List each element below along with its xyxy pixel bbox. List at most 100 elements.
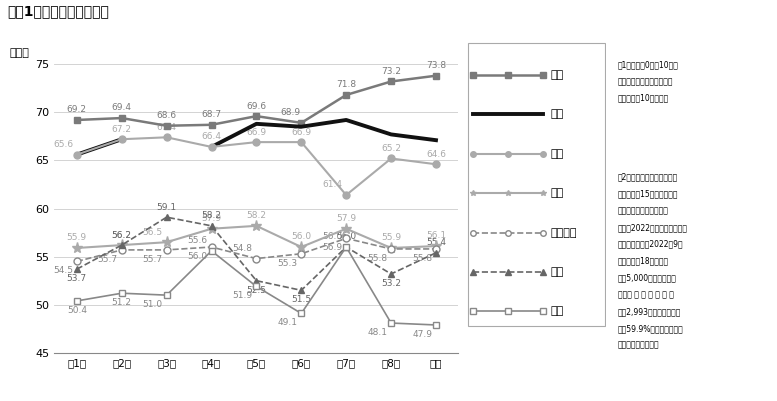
韓国 <box>386 245 395 250</box>
Text: 日本: 日本 <box>550 109 563 119</box>
中国 <box>117 115 127 120</box>
Text: 54.5: 54.5 <box>53 266 73 275</box>
Text: 2,993人（有効回収率: 2,993人（有効回収率 <box>618 307 681 316</box>
Text: 米国: 米国 <box>550 267 563 277</box>
Text: 52.5: 52.5 <box>246 286 267 295</box>
フランス <box>252 256 261 261</box>
中国 <box>297 120 306 125</box>
Line: 韓国: 韓国 <box>71 220 441 253</box>
Text: 53.7: 53.7 <box>67 274 87 283</box>
Text: 68.7: 68.7 <box>201 110 221 119</box>
Text: た。以下同じ。: た。以下同じ。 <box>618 341 660 350</box>
Text: （点）: （点） <box>10 49 30 59</box>
Text: 71.8: 71.8 <box>336 81 357 89</box>
Text: 53.2: 53.2 <box>381 279 401 288</box>
タイ <box>252 140 261 144</box>
Text: 55.9: 55.9 <box>67 233 87 243</box>
Text: 数値を10倍した。: 数値を10倍した。 <box>618 94 669 103</box>
日本 <box>72 152 82 157</box>
中国 <box>386 79 395 84</box>
Text: 58.2: 58.2 <box>201 211 221 220</box>
Text: 73.2: 73.2 <box>381 67 401 76</box>
Text: 56.0: 56.0 <box>291 233 312 241</box>
Line: 英国: 英国 <box>73 243 440 328</box>
Text: 51.2: 51.2 <box>112 298 132 307</box>
Text: 48.1: 48.1 <box>368 328 387 337</box>
Text: 73.8: 73.8 <box>426 61 446 70</box>
Text: 55.8: 55.8 <box>412 254 432 263</box>
Text: 58.2: 58.2 <box>246 211 267 220</box>
Text: 49.1: 49.1 <box>277 318 298 327</box>
Text: 59.1: 59.1 <box>156 203 176 212</box>
フランス <box>386 247 395 251</box>
Text: 68.6: 68.6 <box>156 111 176 120</box>
韓国 <box>297 245 306 249</box>
Text: 56.5: 56.5 <box>143 228 163 237</box>
Text: 56.2: 56.2 <box>112 231 132 239</box>
Line: 日本: 日本 <box>77 139 122 155</box>
Line: タイ: タイ <box>73 134 440 198</box>
Text: 57.9: 57.9 <box>201 214 221 223</box>
Text: 51.5: 51.5 <box>291 295 312 304</box>
韓国 <box>117 243 127 247</box>
Text: 質問したので、回答の: 質問したので、回答の <box>618 77 673 86</box>
Text: 中国: 中国 <box>550 70 563 80</box>
Text: 65.6: 65.6 <box>53 140 73 149</box>
Text: 56.1: 56.1 <box>426 231 446 241</box>
米国 <box>342 245 351 249</box>
Text: 47.9: 47.9 <box>412 330 432 339</box>
英国 <box>386 321 395 326</box>
Text: 69.6: 69.6 <box>246 101 267 111</box>
韓国 <box>207 226 216 231</box>
Text: 56.0: 56.0 <box>322 233 343 241</box>
タイ <box>431 162 441 167</box>
タイ <box>72 152 82 157</box>
タイ <box>117 137 127 142</box>
米国 <box>297 288 306 293</box>
フランス <box>207 245 216 249</box>
Text: 55.7: 55.7 <box>98 255 118 264</box>
フランス <box>117 247 127 252</box>
英国 <box>431 322 441 327</box>
Text: 66.9: 66.9 <box>291 128 312 137</box>
Text: 67.2: 67.2 <box>112 125 132 134</box>
英国 <box>162 293 171 298</box>
Text: 69.2: 69.2 <box>67 105 87 114</box>
Text: は「第15回メディアに: は「第15回メディアに <box>618 189 678 198</box>
Text: 56.0: 56.0 <box>336 233 357 241</box>
Text: 55.7: 55.7 <box>143 255 163 264</box>
Text: 5,000人を対象に訪: 5,000人を対象に訪 <box>618 273 677 282</box>
Text: 61.4: 61.4 <box>322 180 343 190</box>
Text: 56.2: 56.2 <box>112 231 132 239</box>
Text: 55.8: 55.8 <box>368 254 387 263</box>
Text: 注2：図表中の日本について: 注2：図表中の日本について <box>618 172 678 181</box>
韓国 <box>342 226 351 231</box>
Line: フランス: フランス <box>73 235 440 265</box>
Text: 注1：米国は0点～10点で: 注1：米国は0点～10点で <box>618 60 678 69</box>
Text: に全国18歳以上の: に全国18歳以上の <box>618 257 669 265</box>
Text: 59.9%）から回答を得: 59.9%）から回答を得 <box>618 324 684 333</box>
Text: 68.9: 68.9 <box>280 108 300 117</box>
韓国 <box>431 244 441 249</box>
韓国 <box>72 245 82 250</box>
米国 <box>72 267 82 271</box>
英国 <box>252 284 261 289</box>
Text: 韓国: 韓国 <box>550 188 563 198</box>
英国 <box>117 291 127 296</box>
Text: 56.0: 56.0 <box>187 252 207 261</box>
韓国 <box>162 240 171 245</box>
Text: 関する全国世論調査: 関する全国世論調査 <box>618 206 668 215</box>
Text: タイ: タイ <box>550 149 563 159</box>
Text: 図表1　新聞の情報信頼度: 図表1 新聞の情報信頼度 <box>8 4 110 18</box>
Text: 55.3: 55.3 <box>277 259 298 267</box>
Text: 66.9: 66.9 <box>246 128 267 137</box>
米国 <box>117 243 127 247</box>
Text: フランス: フランス <box>550 228 577 237</box>
中国 <box>342 93 351 97</box>
米国 <box>431 250 441 255</box>
タイ <box>342 192 351 197</box>
Text: 55.4: 55.4 <box>426 238 446 247</box>
フランス <box>162 247 171 252</box>
FancyBboxPatch shape <box>468 43 605 326</box>
中国 <box>162 124 171 128</box>
